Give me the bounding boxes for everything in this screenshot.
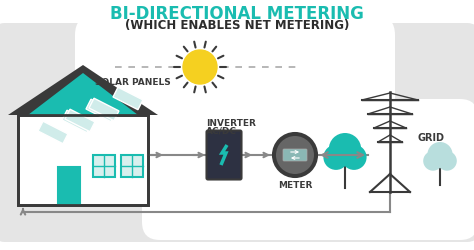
Bar bbox=[18, 116, 148, 205]
Polygon shape bbox=[113, 88, 143, 110]
Polygon shape bbox=[28, 74, 138, 116]
Circle shape bbox=[341, 145, 366, 170]
Circle shape bbox=[273, 134, 317, 177]
Text: AC/DC: AC/DC bbox=[206, 126, 237, 136]
Circle shape bbox=[276, 136, 314, 174]
Polygon shape bbox=[86, 100, 116, 122]
Polygon shape bbox=[8, 66, 158, 116]
Text: BI-DIRECTIONAL METERING: BI-DIRECTIONAL METERING bbox=[110, 5, 364, 23]
FancyBboxPatch shape bbox=[207, 131, 241, 180]
Circle shape bbox=[329, 134, 361, 166]
Polygon shape bbox=[38, 122, 68, 144]
Bar bbox=[121, 156, 143, 177]
Text: METER: METER bbox=[278, 180, 312, 189]
FancyBboxPatch shape bbox=[75, 16, 395, 140]
Polygon shape bbox=[62, 111, 92, 133]
Text: INVERTER: INVERTER bbox=[206, 118, 256, 128]
Text: GRID: GRID bbox=[418, 132, 445, 142]
Bar bbox=[93, 156, 115, 177]
Circle shape bbox=[423, 152, 443, 171]
Bar bbox=[58, 167, 80, 205]
FancyBboxPatch shape bbox=[142, 100, 474, 240]
Circle shape bbox=[323, 145, 348, 170]
Circle shape bbox=[183, 51, 217, 85]
FancyBboxPatch shape bbox=[0, 24, 474, 242]
Circle shape bbox=[428, 142, 453, 168]
Text: SOLAR PANELS: SOLAR PANELS bbox=[95, 78, 171, 87]
Bar bbox=[18, 116, 148, 205]
Polygon shape bbox=[65, 110, 95, 132]
Polygon shape bbox=[89, 99, 119, 121]
Circle shape bbox=[437, 152, 457, 171]
Text: (WHICH ENABLES NET METERING): (WHICH ENABLES NET METERING) bbox=[125, 19, 349, 32]
FancyBboxPatch shape bbox=[283, 150, 307, 161]
